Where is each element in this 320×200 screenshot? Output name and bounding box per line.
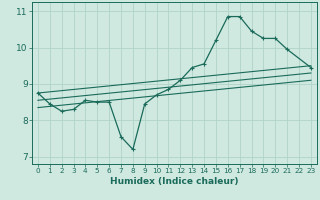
X-axis label: Humidex (Indice chaleur): Humidex (Indice chaleur)	[110, 177, 239, 186]
